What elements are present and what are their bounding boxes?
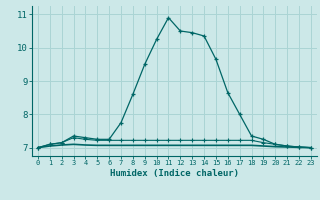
X-axis label: Humidex (Indice chaleur): Humidex (Indice chaleur) — [110, 169, 239, 178]
